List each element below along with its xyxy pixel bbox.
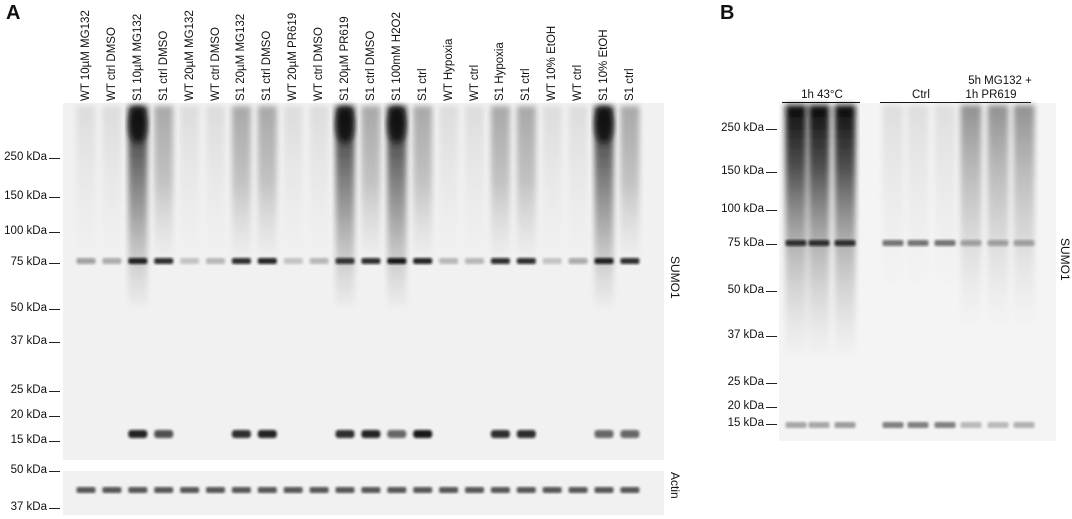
blot-b-lane-7 [960, 105, 982, 428]
marker-a-1: 150 kDa [4, 190, 47, 202]
marker-actin-tick-0 [49, 471, 60, 473]
marker-a-tick-6 [49, 391, 60, 393]
panel-b-group-mg132-line2: 1h PR619 [965, 89, 1017, 101]
blot-a-lane-17 [490, 106, 510, 493]
panel-b-group-mg132-line1: 5h MG132 + [968, 75, 1032, 87]
marker-b-tick-4 [766, 291, 777, 293]
marker-b-tick-6 [766, 383, 777, 385]
blot-a-lane-7 [231, 106, 251, 493]
blot-a-lane-5 [180, 106, 200, 493]
marker-a-0: 250 kDa [4, 151, 47, 163]
marker-a-2: 100 kDa [4, 225, 47, 237]
marker-actin-1: 37 kDa [10, 501, 47, 513]
panel-b-group-heat: 1h 43°C [801, 89, 843, 101]
marker-a-3: 75 kDa [10, 256, 47, 268]
marker-a-6: 25 kDa [10, 384, 47, 396]
marker-a-tick-4 [49, 309, 60, 311]
marker-a-tick-7 [49, 416, 60, 418]
blot-a-lane-20 [568, 106, 588, 493]
blot-a-lane-1 [76, 106, 96, 493]
marker-actin-0: 50 kDa [10, 464, 47, 476]
blot-b-lane-6 [934, 105, 956, 428]
marker-a-7: 20 kDa [10, 409, 47, 421]
panel-b-group-heat-line [782, 102, 860, 104]
marker-b-2: 100 kDa [721, 203, 764, 215]
blot-a-lane-19 [542, 106, 562, 493]
marker-b-8: 15 kDa [727, 417, 764, 429]
panel-a-letter: A [6, 2, 21, 24]
marker-b-6: 25 kDa [727, 376, 764, 388]
marker-b-1: 150 kDa [721, 165, 764, 177]
blot-a-lane-14 [413, 106, 433, 493]
blot-a-lane-18 [516, 106, 536, 493]
marker-b-0: 250 kDa [721, 122, 764, 134]
marker-b-tick-2 [766, 210, 777, 212]
marker-a-tick-5 [49, 342, 60, 344]
marker-b-tick-0 [766, 129, 777, 131]
blot-b-lane-5 [907, 105, 929, 428]
marker-a-5: 37 kDa [10, 335, 47, 347]
marker-b-5: 37 kDa [727, 329, 764, 341]
blot-b-lane-2 [808, 105, 830, 428]
marker-a-tick-8 [49, 441, 60, 443]
marker-b-4: 50 kDa [727, 284, 764, 296]
blot-a-lane-16 [465, 106, 484, 493]
marker-b-tick-7 [766, 407, 777, 409]
blot-a-lane-11 [335, 106, 355, 493]
marker-b-tick-1 [766, 172, 777, 174]
marker-b-tick-5 [766, 336, 777, 338]
panel-b-group-ctrl-line [880, 102, 960, 104]
marker-b-tick-3 [766, 244, 777, 246]
marker-actin-tick-1 [49, 508, 60, 510]
blot-b-lane-4 [882, 105, 904, 428]
marker-b-7: 20 kDa [727, 400, 764, 412]
blot-a-lane-12 [361, 106, 381, 493]
blot-a-lane-15 [439, 106, 459, 493]
blot-a-lane-8 [257, 106, 277, 493]
marker-a-tick-3 [49, 263, 60, 265]
blot-a-lane-4 [154, 106, 174, 493]
blot-a-lane-9 [283, 106, 303, 493]
panel-b-letter: B [720, 2, 735, 24]
blot-b-lane-8 [987, 105, 1009, 428]
marker-a-tick-1 [49, 197, 60, 199]
blot-a-lane-22 [620, 106, 640, 493]
blot-b-lane-9 [1013, 105, 1035, 428]
marker-a-4: 50 kDa [10, 302, 47, 314]
blot-a-lane-13 [387, 106, 407, 493]
blot-a-lane-10 [309, 106, 329, 493]
marker-b-tick-8 [766, 424, 777, 426]
panel-b-group-ctrl: Ctrl [912, 89, 930, 101]
marker-a-tick-2 [49, 232, 60, 234]
marker-b-3: 75 kDa [727, 237, 764, 249]
blot-a-lane-2 [102, 106, 122, 493]
marker-a-tick-0 [49, 158, 60, 160]
panel-b-group-mg132-line [957, 102, 1031, 104]
blot-a-lane-6 [206, 106, 225, 493]
blot-a-lane-3 [128, 106, 148, 493]
marker-a-8: 15 kDa [10, 434, 47, 446]
blot-b-lane-3 [834, 105, 856, 428]
blot-a-lane-21 [594, 106, 614, 493]
blot-b-lane-1 [785, 105, 807, 428]
